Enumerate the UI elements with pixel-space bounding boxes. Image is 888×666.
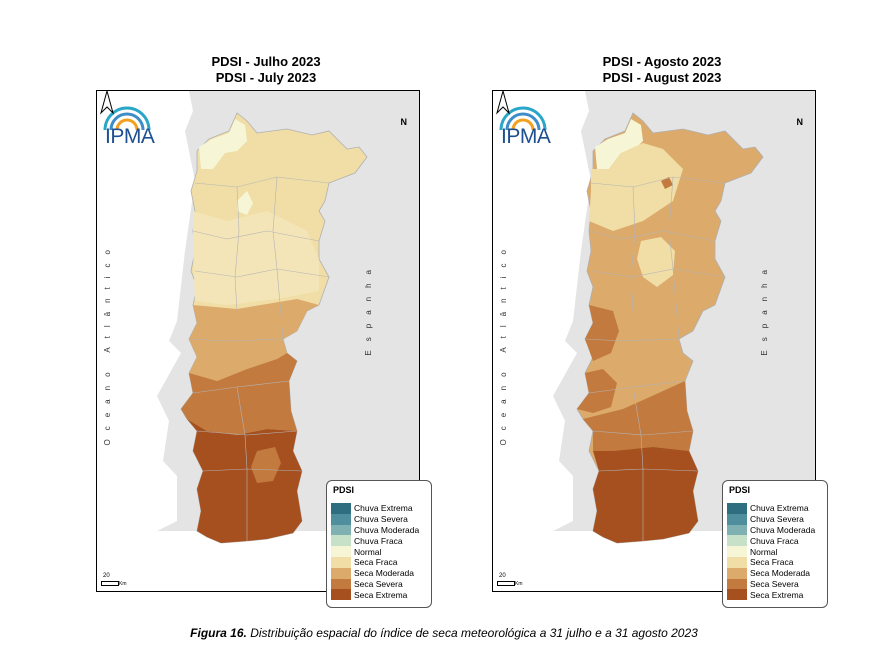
scale-unit: Km (119, 581, 127, 587)
map-panel-august: PDSI - Agosto 2023 PDSI - August 2023 (492, 44, 832, 608)
map-title: PDSI - Agosto 2023 PDSI - August 2023 (492, 54, 832, 86)
legend-swatch (727, 589, 747, 601)
map-title-pt: PDSI - Agosto 2023 (602, 54, 722, 69)
north-arrow-icon (100, 91, 114, 115)
legend-title: PDSI (729, 485, 751, 495)
legend-swatch (727, 513, 747, 525)
legend-item: Chuva Severa (331, 513, 419, 525)
logo-text: IPMA (105, 125, 155, 148)
legend-item: Chuva Fraca (331, 535, 419, 547)
legend-swatch (727, 546, 747, 557)
legend-swatch (331, 503, 351, 514)
legend-swatch (727, 503, 747, 514)
legend-item: Chuva Extrema (331, 503, 419, 514)
legend-item: Normal (727, 546, 815, 557)
legend-item: Seca Fraca (727, 556, 815, 568)
legend-swatch (727, 578, 747, 590)
map-frame: IPMA N Oceano Atlântico Espanha 20 Km (96, 90, 420, 592)
north-label: N (400, 117, 408, 127)
legend-items: Chuva Extrema Chuva Severa Chuva Moderada C… (727, 503, 816, 601)
legend-item: Chuva Severa (727, 513, 815, 525)
legend-label: Normal (750, 546, 778, 557)
legend-swatch (331, 535, 351, 547)
spain-label: Espanha (364, 261, 373, 356)
legend-label: Chuva Severa (750, 514, 804, 525)
legend-label: Chuva Extrema (354, 503, 413, 514)
legend-label: Chuva Severa (354, 514, 408, 525)
map-title-pt: PDSI - Julho 2023 (211, 54, 321, 69)
legend-item: Seca Extrema (331, 589, 419, 601)
legend-item: Chuva Fraca (727, 535, 815, 547)
ipma-logo-icon (499, 106, 547, 131)
legend-label: Chuva Fraca (750, 535, 799, 546)
legend-title: PDSI (333, 485, 355, 495)
legend-swatch (331, 524, 351, 536)
ocean-label: Oceano Atlântico (103, 241, 112, 446)
scale-bar (497, 581, 515, 586)
caption-label: Figura 16. (190, 626, 247, 640)
legend-label: Seca Moderada (354, 568, 415, 579)
spain-label: Espanha (760, 261, 769, 356)
legend-item: Normal (331, 546, 419, 557)
north-label: N (796, 117, 804, 127)
scale-value: 20 (499, 573, 506, 579)
legend-swatch (331, 513, 351, 525)
legend-item: Seca Extrema (727, 589, 815, 601)
legend-label: Seca Severa (354, 578, 403, 589)
map-title-en: PDSI - July 2023 (215, 70, 317, 85)
legend-swatch (331, 589, 351, 601)
legend-swatch (727, 567, 747, 579)
legend-items: Chuva Extrema Chuva Severa Chuva Moderada C… (331, 503, 420, 601)
map-panel-july: PDSI - Julho 2023 PDSI - July 2023 (96, 44, 436, 608)
legend-swatch (331, 567, 351, 579)
legend-label: Seca Extrema (750, 589, 804, 600)
legend-item: Seca Severa (331, 578, 419, 590)
legend-item: Chuva Moderada (331, 524, 420, 536)
legend-label: Chuva Fraca (354, 535, 403, 546)
legend-label: Seca Moderada (750, 568, 811, 579)
legend-item: Seca Moderada (331, 567, 419, 579)
legend-item: Seca Severa (727, 578, 815, 590)
legend-swatch (727, 556, 747, 568)
legend-item: Seca Moderada (727, 567, 815, 579)
legend-label: Seca Extrema (354, 589, 408, 600)
ocean-label: Oceano Atlântico (499, 241, 508, 446)
map-frame: IPMA N Oceano Atlântico Espanha 20 Km (492, 90, 816, 592)
legend-label: Chuva Moderada (354, 524, 420, 535)
legend-swatch (331, 546, 351, 557)
legend-swatch (727, 524, 747, 536)
scale-value: 20 (103, 573, 110, 579)
legend-label: Seca Severa (750, 578, 799, 589)
legend-label: Seca Fraca (354, 557, 398, 568)
legend: PDSI Chuva Extrema Chuva Severa Chuva Mode… (722, 480, 828, 608)
caption-text: Distribuição espacial do índice de seca … (246, 626, 698, 640)
map-title-en: PDSI - August 2023 (602, 70, 722, 85)
legend-swatch (331, 578, 351, 590)
legend-item: Seca Fraca (331, 556, 419, 568)
legend: PDSI Chuva Extrema Chuva Severa Chuva Mode… (326, 480, 432, 608)
north-arrow-icon (496, 91, 510, 115)
legend-swatch (331, 556, 351, 568)
figure-caption: Figura 16. Distribuição espacial do índi… (0, 626, 888, 640)
ipma-logo-icon (103, 106, 151, 131)
legend-item: Chuva Moderada (727, 524, 816, 536)
logo-text: IPMA (501, 125, 551, 148)
legend-label: Chuva Extrema (750, 503, 809, 514)
portugal-map-july (97, 91, 419, 591)
legend-swatch (727, 535, 747, 547)
scale-unit: Km (515, 581, 523, 587)
legend-label: Chuva Moderada (750, 524, 816, 535)
scale-bar (101, 581, 119, 586)
map-title: PDSI - Julho 2023 PDSI - July 2023 (96, 54, 436, 86)
legend-label: Normal (354, 546, 382, 557)
legend-item: Chuva Extrema (727, 503, 815, 514)
legend-label: Seca Fraca (750, 557, 794, 568)
